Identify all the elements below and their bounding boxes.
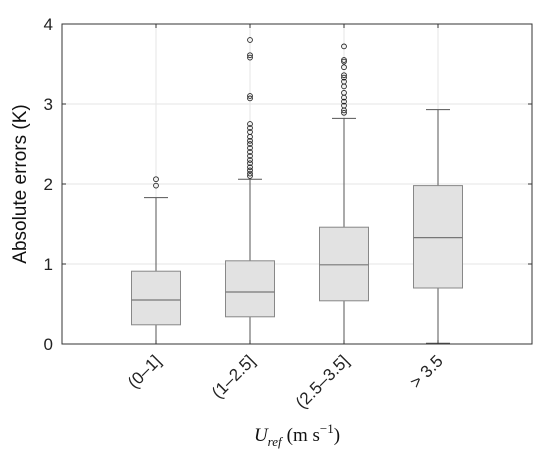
outlier-point <box>247 160 253 167</box>
outlier-point <box>247 54 253 61</box>
x-tick-label: (0–1] <box>124 351 165 392</box>
outlier-point <box>247 153 253 159</box>
x-axis-label-subscript: ref <box>268 434 284 449</box>
outlier-point <box>341 89 347 96</box>
x-tick-label: (2.5–3.5] <box>292 351 353 412</box>
y-tick-label: 2 <box>44 175 53 194</box>
outlier-point <box>341 102 347 109</box>
outlier-point <box>247 167 253 174</box>
iqr-box <box>225 260 275 318</box>
outlier-point <box>247 125 253 131</box>
outlier-point <box>341 109 347 116</box>
box-group <box>319 43 369 345</box>
outlier-point <box>247 137 253 144</box>
outlier-point <box>153 176 159 183</box>
boxes <box>131 37 463 345</box>
x-axis-label-symbol: U <box>254 425 269 446</box>
outlier-point <box>247 145 253 151</box>
outlier-point <box>341 64 347 71</box>
y-ticks: 0 1 2 3 4 <box>44 15 532 354</box>
outlier-point <box>341 98 347 105</box>
outlier-point <box>247 170 253 177</box>
iqr-box <box>131 270 181 326</box>
outlier-point <box>341 57 347 63</box>
outlier-point <box>153 182 159 189</box>
iqr-box <box>319 226 369 302</box>
box-group <box>413 109 463 344</box>
outlier-point <box>341 58 347 65</box>
outlier-point <box>247 93 253 99</box>
outlier-point <box>247 121 253 127</box>
box-group <box>225 37 275 345</box>
x-axis-label-unit-open: (m s <box>287 425 320 446</box>
x-axis-label-exponent: −1 <box>320 421 334 436</box>
x-tick-label: > 3.5 <box>406 351 447 392</box>
outlier-point <box>247 129 253 135</box>
outlier-point <box>341 72 347 79</box>
outlier-point <box>247 52 253 59</box>
outlier-point <box>247 141 253 147</box>
y-tick-label: 0 <box>44 335 53 354</box>
outlier-point <box>247 37 253 43</box>
y-tick-label: 3 <box>44 95 53 114</box>
y-tick-label: 4 <box>44 15 53 34</box>
outlier-point <box>341 43 347 50</box>
outlier-point <box>247 157 253 163</box>
outlier-point <box>247 95 253 102</box>
outlier-point <box>247 173 253 179</box>
iqr-box <box>413 185 463 289</box>
outlier-point <box>341 74 347 81</box>
outlier-point <box>341 78 347 85</box>
x-axis-label-unit-close: ) <box>334 425 340 446</box>
y-tick-label: 1 <box>44 255 53 274</box>
outlier-point <box>247 149 253 155</box>
x-tick-label: (1–2.5] <box>208 351 259 402</box>
y-axis-label: Absolute errors (K) <box>10 104 31 263</box>
x-axis-label: Uref (m s−1) <box>254 421 340 449</box>
outlier-point <box>247 164 253 171</box>
